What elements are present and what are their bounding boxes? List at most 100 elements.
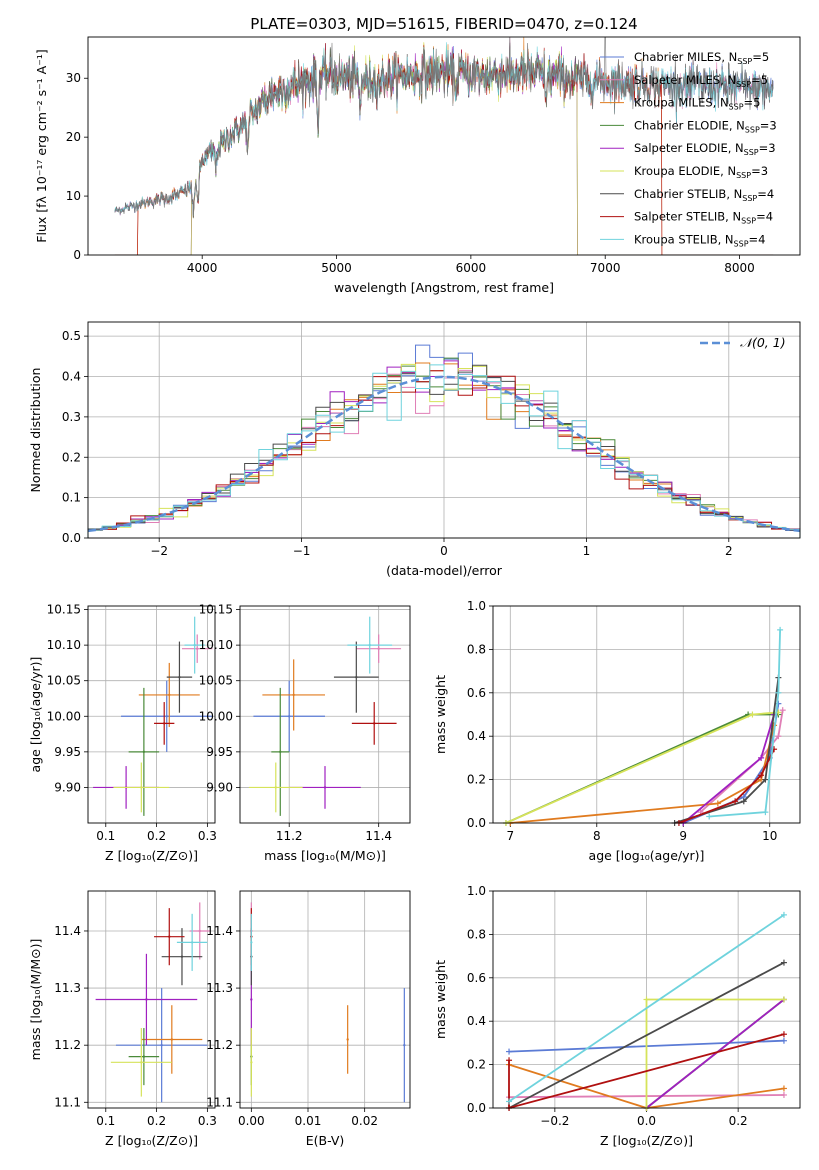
data-point xyxy=(403,1043,406,1047)
x-axis-label: wavelength [Angstrom, rest frame] xyxy=(334,280,554,295)
y-tick-label: 0 xyxy=(73,248,81,262)
weight-series-line xyxy=(505,713,779,824)
y-axis-label: Normed distribution xyxy=(28,368,43,493)
x-tick-label: 11.2 xyxy=(276,829,303,843)
y-tick-label: 10.10 xyxy=(199,638,233,652)
y-tick-label: 10 xyxy=(66,189,81,203)
axes-frame xyxy=(492,890,801,1109)
data-point xyxy=(250,1061,253,1064)
x-tick-label: 2 xyxy=(725,544,733,558)
y-axis-label: mass [log₁₀(M/M⊙)] xyxy=(28,939,43,1061)
y-axis-label: mass weight xyxy=(433,675,448,754)
weight-series-line xyxy=(505,711,779,824)
x-axis-label: mass [log₁₀(M/M⊙)] xyxy=(264,848,386,863)
y-tick-label: 0.5 xyxy=(62,329,81,343)
legend-entry: Chabrier ELODIE, NSSP=3 xyxy=(634,118,777,134)
data-point xyxy=(355,675,358,679)
y-tick-label: 11.4 xyxy=(206,924,233,938)
x-tick-label: 0.3 xyxy=(198,1114,217,1128)
x-tick-label: 8 xyxy=(593,829,601,843)
x-tick-label: −0.2 xyxy=(540,1114,569,1128)
panel-mass_vs_ebv: 0.00 0.01 0.02 11.1 11.2 11.3 11.4 E(B-V) xyxy=(206,890,411,1148)
x-tick-label: 7000 xyxy=(590,261,621,275)
data-point xyxy=(193,643,196,647)
plot-area xyxy=(95,902,210,1103)
x-tick-label: 8000 xyxy=(724,261,755,275)
y-tick-label: 0.2 xyxy=(62,450,81,464)
x-axis-label: (data-model)/error xyxy=(386,563,503,578)
y-tick-label: 0.4 xyxy=(467,1014,486,1028)
y-tick-label: 0.0 xyxy=(62,531,81,545)
data-point xyxy=(178,675,181,679)
data-point xyxy=(165,715,168,718)
x-tick-label: 0.0 xyxy=(637,1114,656,1128)
y-tick-label: 11.3 xyxy=(206,981,233,995)
y-tick-label: 10.15 xyxy=(199,603,233,617)
data-point xyxy=(250,941,253,944)
data-point xyxy=(373,722,376,725)
data-point xyxy=(190,941,194,944)
legend-entry: Chabrier MILES, NSSP=5 xyxy=(634,50,769,66)
y-tick-label: 11.3 xyxy=(54,981,81,995)
plot-area xyxy=(87,344,801,538)
y-tick-label: 10.15 xyxy=(47,603,81,617)
x-tick-label: 9 xyxy=(679,829,687,843)
y-tick-label: 1.0 xyxy=(467,884,486,898)
data-point xyxy=(198,929,201,933)
data-point xyxy=(160,1043,163,1047)
legend-entry: Kroupa MILES, NSSP=5 xyxy=(634,96,760,112)
data-point xyxy=(168,935,171,938)
data-point xyxy=(250,998,253,1001)
x-tick-label: 4000 xyxy=(187,261,218,275)
y-axis-label: age [log₁₀(age/yr)] xyxy=(28,657,43,773)
y-axis-label: mass weight xyxy=(433,960,448,1039)
panel-weight_vs_age: 7 8 9 10 0.0 0.2 0.4 0.6 0.8 1.0 age [log₁₀(age/yr… xyxy=(433,599,801,863)
x-tick-label: 6000 xyxy=(456,261,487,275)
legend-entry: Salpeter ELODIE, NSSP=3 xyxy=(634,141,776,157)
y-tick-label: 11.4 xyxy=(54,924,81,938)
x-tick-label: 7 xyxy=(506,829,514,843)
y-tick-label: 11.2 xyxy=(206,1038,233,1052)
x-tick-label: 0.2 xyxy=(147,1114,166,1128)
data-point xyxy=(168,693,171,697)
y-tick-label: 11.1 xyxy=(54,1095,81,1109)
x-tick-label: −1 xyxy=(293,544,311,558)
x-tick-label: 11.4 xyxy=(365,829,392,843)
axes-frame xyxy=(87,321,801,539)
y-tick-label: 0.1 xyxy=(62,491,81,505)
y-tick-label: 0.0 xyxy=(467,816,486,830)
data-point xyxy=(140,786,143,789)
weight-series-line xyxy=(678,748,775,824)
legend-entry: Salpeter MILES, NSSP=5 xyxy=(634,73,768,89)
y-tick-label: 9.95 xyxy=(206,745,233,759)
data-point xyxy=(140,1061,143,1064)
x-tick-label: 0.00 xyxy=(238,1114,265,1128)
x-tick-label: 0.1 xyxy=(96,829,115,843)
axes-frame xyxy=(239,605,411,824)
y-tick-label: 10.05 xyxy=(199,674,233,688)
y-tick-label: 30 xyxy=(66,71,81,85)
plot-area xyxy=(248,616,402,816)
x-axis-label: Z [log₁₀(Z/Z⊙)] xyxy=(600,1133,693,1148)
plot-area xyxy=(502,626,786,826)
legend-entry: 𝒩(0, 1) xyxy=(740,335,786,350)
y-tick-label: 0.2 xyxy=(467,1058,486,1072)
data-point xyxy=(145,998,148,1001)
y-tick-label: 9.90 xyxy=(206,780,233,794)
panel-mass_vs_Z: 0.1 0.2 0.3 11.1 11.2 11.3 11.4 Z [log₁₀(Z/Z⊙)]… xyxy=(28,890,217,1148)
y-tick-label: 10.00 xyxy=(47,709,81,723)
legend-entry: Kroupa STELIB, NSSP=4 xyxy=(634,232,765,248)
weight-series-line xyxy=(709,629,781,818)
axes-frame xyxy=(87,605,216,824)
x-tick-label: 0.3 xyxy=(198,829,217,843)
y-tick-label: 0.0 xyxy=(467,1101,486,1115)
x-tick-label: 0.02 xyxy=(351,1114,378,1128)
data-point xyxy=(368,643,371,647)
panel-age_vs_Z: 0.1 0.2 0.3 9.90 9.95 10.00 10.05 10.10 10.15 Z [… xyxy=(28,603,217,863)
weight-series-line xyxy=(508,914,785,1103)
gaussian-curve xyxy=(87,375,801,533)
y-tick-label: 0.4 xyxy=(62,370,81,384)
data-point xyxy=(163,722,166,725)
